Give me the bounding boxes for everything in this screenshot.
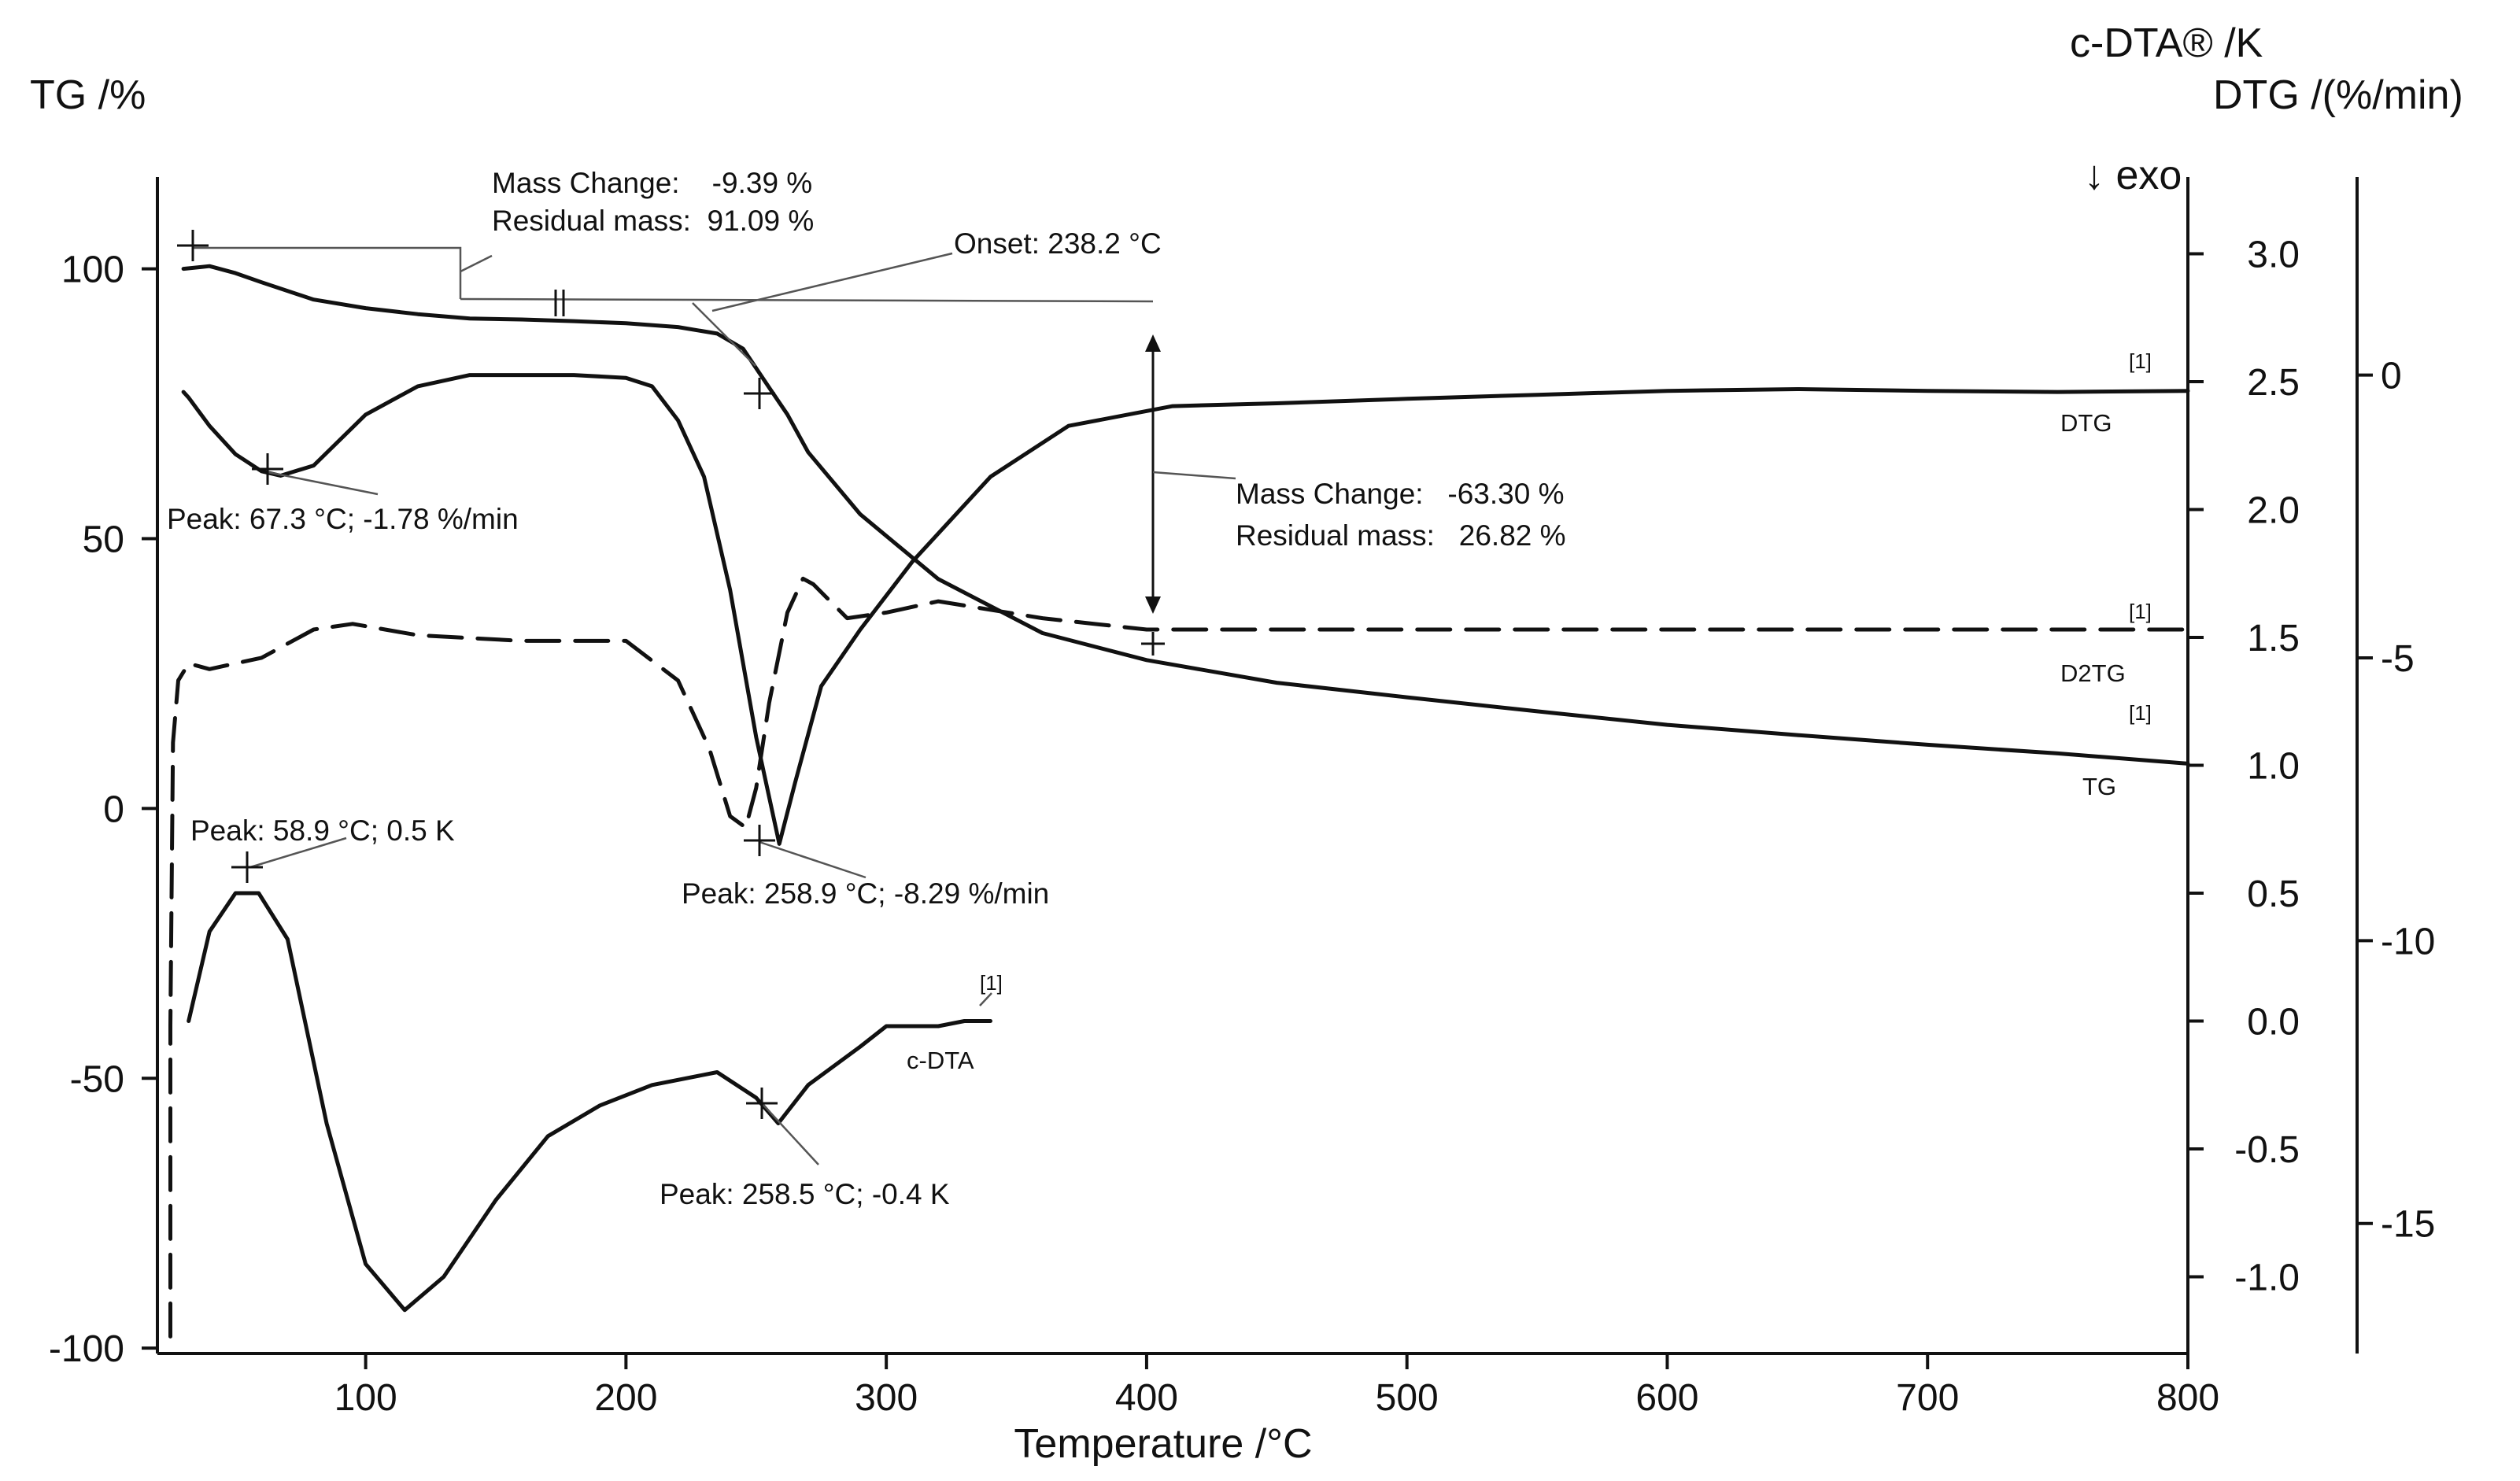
cdta-tick-label: -0.5 [2234, 1129, 2300, 1171]
cdta-series-label: c-DTA [907, 1047, 974, 1074]
tg-tick-label: -100 [49, 1328, 124, 1370]
tg-tick-label: 0 [103, 789, 124, 830]
tg-tick-label: 100 [61, 249, 124, 291]
mass-change-1-line1: Mass Change: -9.39 % [492, 167, 812, 199]
onset-tangent-line [692, 302, 756, 367]
dta-marker-leader [979, 992, 992, 1006]
peak-dtg-1-label: Peak: 67.3 °C; -1.78 %/min [167, 503, 519, 535]
cdta-marker: [1] [980, 971, 1003, 995]
dtg-peak-1-marker [252, 453, 283, 485]
tg-tick-label: -50 [70, 1058, 124, 1100]
cdta-tick-label: 2.0 [2247, 490, 2300, 532]
dtg-tick-label: -15 [2381, 1204, 2435, 1246]
cdta-axis-title: c-DTA® /K [2070, 20, 2263, 66]
dtg-peak-2-marker [744, 825, 775, 856]
tg-series-label: TG [2082, 773, 2116, 800]
cdta-tick-label: -1.0 [2234, 1258, 2300, 1299]
tg-curve [181, 264, 2190, 766]
x-tick-label: 200 [594, 1377, 657, 1419]
dtg-tick-label: -10 [2381, 921, 2435, 962]
dtg-series-label: DTG [2060, 409, 2112, 437]
peak-dtg-2-label: Peak: 258.9 °C; -8.29 %/min [682, 877, 1049, 910]
tg-start-marker [177, 230, 209, 261]
onset-label: Onset: 238.2 °C [954, 227, 1162, 260]
mass-change-2-leader [1152, 471, 1236, 480]
mass-change-2-arrow-head-bottom [1145, 596, 1161, 614]
cdta-tick-label: 2.5 [2247, 362, 2300, 404]
dtg-tick-label: 0 [2381, 356, 2402, 397]
mass-change-construction [193, 246, 1236, 1165]
x-tick-label: 500 [1376, 1377, 1439, 1419]
peak-dta-1-leader [249, 837, 347, 869]
crosshair-markers [177, 230, 1165, 1119]
mass-change-1-line2: Residual mass: 91.09 % [492, 205, 814, 237]
d2tg-curve [168, 576, 2190, 1339]
x-tick-label: 700 [1896, 1377, 1959, 1419]
x-tick-label: 600 [1635, 1377, 1698, 1419]
tg-tick-label: 50 [83, 519, 124, 560]
mass-change-2-arrow-head-top [1145, 334, 1161, 352]
x-tick-label: 800 [2156, 1377, 2219, 1419]
tick-labels: 100 200 300 400 500 600 700 800100500-50-1003.0… [49, 235, 2435, 1420]
peak-dta-2-label: Peak: 258.5 °C; -0.4 K [660, 1178, 950, 1210]
cdta-tick-label: 0.5 [2247, 873, 2300, 915]
tick-marks [142, 252, 2373, 1369]
dtg-curve [181, 373, 2190, 846]
tg-end-step-marker [1141, 632, 1165, 656]
cdta-tick-label: 3.0 [2247, 235, 2300, 276]
mass-change-2-line2: Residual mass: 26.82 % [1236, 519, 1566, 552]
mass-change-1-leader [460, 254, 493, 273]
mass-change-2-line1: Mass Change: -63.30 % [1236, 478, 1565, 510]
annotations: Mass Change: -9.39 % Residual mass: 91.0… [167, 167, 2152, 1210]
cdta-tick-label: 1.0 [2247, 746, 2300, 788]
peak-dta-1-label: Peak: 58.9 °C; 0.5 K [190, 814, 455, 847]
series-layer [168, 264, 2190, 1339]
onset-leader [711, 252, 953, 312]
x-tick-label: 100 [334, 1377, 397, 1419]
tg-midpoint-marker [744, 378, 775, 409]
tg-marker: [1] [2129, 701, 2152, 725]
mass-step-1-line [193, 246, 462, 299]
dtg-marker: [1] [2129, 349, 2152, 373]
peak-dtg-1-leader [267, 471, 379, 496]
x-tick-label: 400 [1115, 1377, 1178, 1419]
dta-peak-2-marker [746, 1088, 778, 1119]
x-axis-title: Temperature /°C [1014, 1421, 1312, 1467]
tg-axis-title: TG /% [30, 72, 146, 118]
exo-direction-label: ↓ exo [2084, 153, 2182, 198]
cdta-tick-label: 0.0 [2247, 1002, 2300, 1043]
x-tick-label: 300 [855, 1377, 918, 1419]
dta-peak-1-marker [231, 851, 263, 883]
cdta-tick-label: 1.5 [2247, 618, 2300, 659]
tg-step-marker [554, 290, 565, 316]
axes [156, 177, 2359, 1355]
mass-step-1-baseline [460, 297, 1154, 303]
dtg-tick-label: -5 [2381, 638, 2415, 680]
dtg-axis-title: DTG /(%/min) [2213, 72, 2463, 118]
d2tg-series-label: D2TG [2060, 659, 2126, 687]
c-dta-curve [187, 891, 992, 1313]
d2tg-marker: [1] [2129, 600, 2152, 623]
peak-dta-2-leader [761, 1102, 819, 1165]
peak-dtg-2-leader [759, 840, 866, 879]
